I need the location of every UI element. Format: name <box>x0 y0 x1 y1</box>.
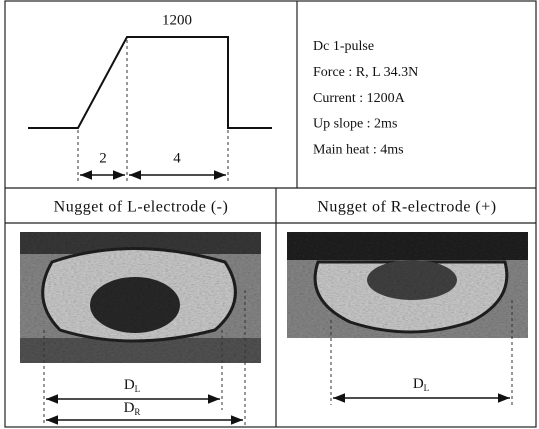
figure: 1200 2 4 Dc 1-pulse Force : R, L 34.3N Cur… <box>0 0 539 429</box>
dim-main: D <box>413 376 424 392</box>
dim-main: D <box>124 377 135 393</box>
condition-line: Dc 1-pulse <box>313 39 374 54</box>
dimension-arrows <box>46 398 510 420</box>
dimension-label: DL <box>124 377 140 394</box>
condition-line: Force : R, L 34.3N <box>313 65 418 80</box>
dimension-label: DR <box>124 400 141 417</box>
pulse-waveform <box>28 37 272 128</box>
header-right: Nugget of R-electrode (+) <box>317 199 496 216</box>
conditions: Dc 1-pulse Force : R, L 34.3N Current : 12… <box>313 39 418 157</box>
main-label: 4 <box>173 150 181 166</box>
micrograph-left <box>20 232 261 363</box>
condition-line: Current : 1200A <box>313 91 406 106</box>
dim-sub: L <box>135 384 141 394</box>
upslope-label: 2 <box>99 150 107 166</box>
condition-line: Up slope : 2ms <box>313 117 397 132</box>
micrograph-right <box>287 232 528 338</box>
header-left: Nugget of L-electrode (-) <box>54 199 229 216</box>
dim-sub: R <box>134 407 140 417</box>
condition-line: Main heat : 4ms <box>313 142 404 157</box>
peak-label: 1200 <box>162 12 192 28</box>
dimension-label: DL <box>413 376 429 393</box>
dim-main: D <box>124 400 135 416</box>
dim-sub: L <box>424 383 430 393</box>
